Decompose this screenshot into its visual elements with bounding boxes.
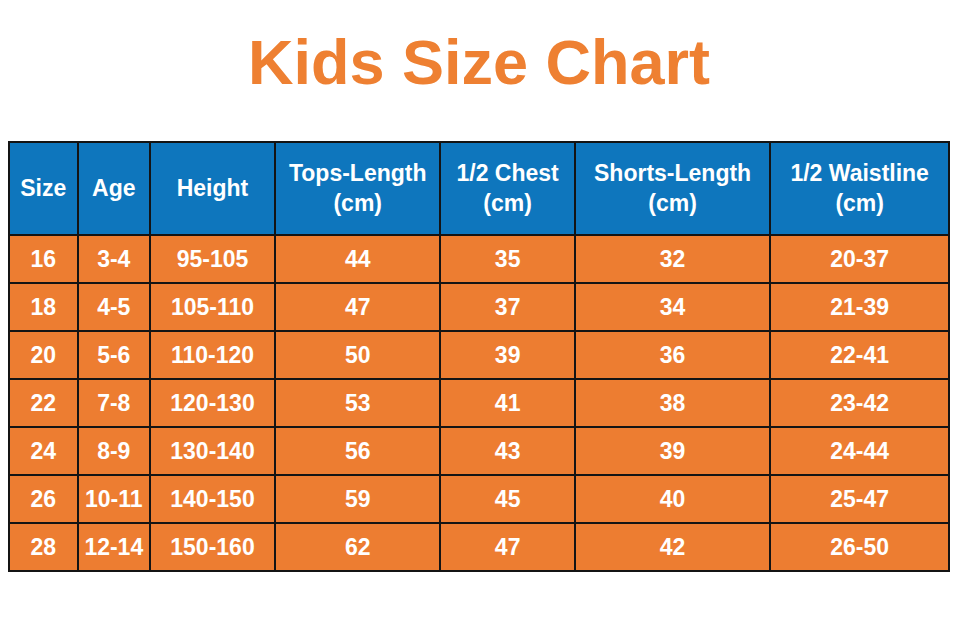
cell-shorts-length: 40 — [575, 475, 771, 523]
cell-age: 8-9 — [78, 427, 150, 475]
col-header-unit: (cm) — [441, 189, 573, 219]
cell-age: 5-6 — [78, 331, 150, 379]
col-header-1-2-waistline: 1/2 Waistline(cm) — [770, 142, 949, 235]
cell-height: 120-130 — [150, 379, 275, 427]
cell-size: 20 — [9, 331, 78, 379]
cell-age: 12-14 — [78, 523, 150, 571]
cell-size: 28 — [9, 523, 78, 571]
cell-1-2-chest: 41 — [440, 379, 574, 427]
cell-shorts-length: 32 — [575, 235, 771, 283]
table-row-size-26: 2610-11140-15059454025-47 — [9, 475, 949, 523]
cell-1-2-waistline: 21-39 — [770, 283, 949, 331]
table-row-size-24: 248-9130-14056433924-44 — [9, 427, 949, 475]
cell-height: 130-140 — [150, 427, 275, 475]
cell-1-2-waistline: 23-42 — [770, 379, 949, 427]
cell-tops-length: 50 — [275, 331, 440, 379]
cell-1-2-chest: 47 — [440, 523, 574, 571]
table-row-size-22: 227-8120-13053413823-42 — [9, 379, 949, 427]
table-row-size-20: 205-6110-12050393622-41 — [9, 331, 949, 379]
cell-age: 10-11 — [78, 475, 150, 523]
col-header-unit: (cm) — [576, 189, 770, 219]
cell-1-2-waistline: 22-41 — [770, 331, 949, 379]
cell-size: 16 — [9, 235, 78, 283]
cell-height: 150-160 — [150, 523, 275, 571]
cell-size: 24 — [9, 427, 78, 475]
col-header-unit: (cm) — [771, 189, 948, 219]
col-header-1-2-chest: 1/2 Chest(cm) — [440, 142, 574, 235]
cell-tops-length: 53 — [275, 379, 440, 427]
cell-age: 7-8 — [78, 379, 150, 427]
cell-age: 3-4 — [78, 235, 150, 283]
table-row-size-28: 2812-14150-16062474226-50 — [9, 523, 949, 571]
cell-height: 140-150 — [150, 475, 275, 523]
cell-shorts-length: 34 — [575, 283, 771, 331]
col-header-tops-length: Tops-Length(cm) — [275, 142, 440, 235]
cell-1-2-waistline: 20-37 — [770, 235, 949, 283]
page-title: Kids Size Chart — [0, 26, 958, 98]
table-body: 163-495-10544353220-37184-5105-110473734… — [9, 235, 949, 571]
table-header: SizeAgeHeightTops-Length(cm)1/2 Chest(cm… — [9, 142, 949, 235]
cell-tops-length: 44 — [275, 235, 440, 283]
cell-shorts-length: 42 — [575, 523, 771, 571]
cell-1-2-waistline: 25-47 — [770, 475, 949, 523]
cell-size: 26 — [9, 475, 78, 523]
cell-height: 105-110 — [150, 283, 275, 331]
cell-size: 22 — [9, 379, 78, 427]
col-header-unit: (cm) — [276, 189, 439, 219]
cell-tops-length: 56 — [275, 427, 440, 475]
col-header-size: Size — [9, 142, 78, 235]
cell-height: 110-120 — [150, 331, 275, 379]
cell-tops-length: 62 — [275, 523, 440, 571]
cell-1-2-waistline: 26-50 — [770, 523, 949, 571]
cell-shorts-length: 38 — [575, 379, 771, 427]
cell-shorts-length: 36 — [575, 331, 771, 379]
cell-1-2-chest: 37 — [440, 283, 574, 331]
cell-age: 4-5 — [78, 283, 150, 331]
cell-size: 18 — [9, 283, 78, 331]
cell-tops-length: 47 — [275, 283, 440, 331]
size-chart-table: SizeAgeHeightTops-Length(cm)1/2 Chest(cm… — [8, 141, 950, 572]
header-row: SizeAgeHeightTops-Length(cm)1/2 Chest(cm… — [9, 142, 949, 235]
page: Kids Size Chart SizeAgeHeightTops-Length… — [0, 0, 958, 637]
col-header-height: Height — [150, 142, 275, 235]
cell-shorts-length: 39 — [575, 427, 771, 475]
col-header-age: Age — [78, 142, 150, 235]
cell-1-2-chest: 43 — [440, 427, 574, 475]
cell-tops-length: 59 — [275, 475, 440, 523]
col-header-shorts-length: Shorts-Length(cm) — [575, 142, 771, 235]
cell-1-2-chest: 39 — [440, 331, 574, 379]
cell-1-2-chest: 45 — [440, 475, 574, 523]
cell-height: 95-105 — [150, 235, 275, 283]
cell-1-2-waistline: 24-44 — [770, 427, 949, 475]
table-row-size-18: 184-5105-11047373421-39 — [9, 283, 949, 331]
cell-1-2-chest: 35 — [440, 235, 574, 283]
table-row-size-16: 163-495-10544353220-37 — [9, 235, 949, 283]
